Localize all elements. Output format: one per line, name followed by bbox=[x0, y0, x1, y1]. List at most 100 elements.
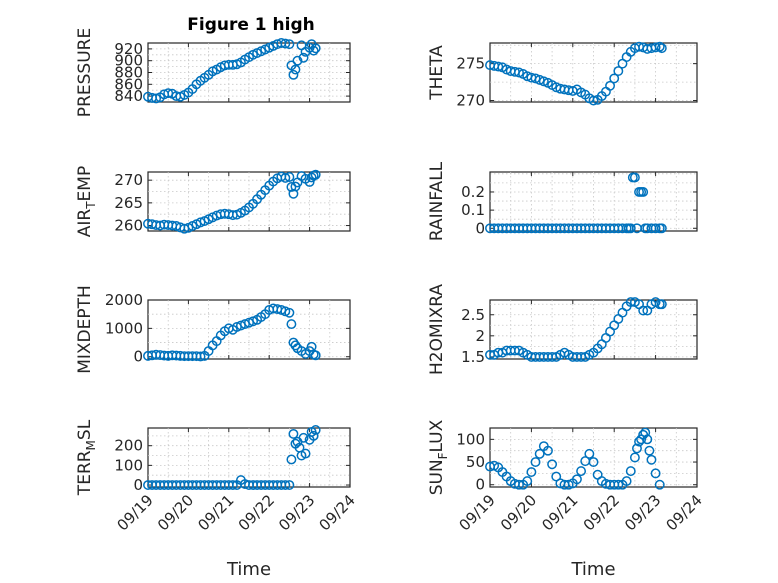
data-point bbox=[629, 452, 640, 463]
data-point bbox=[650, 468, 661, 479]
data-point bbox=[613, 479, 624, 490]
data-point bbox=[151, 93, 162, 104]
data-point bbox=[290, 64, 301, 75]
data-point bbox=[576, 466, 587, 477]
x-tick-label: 09/22 bbox=[580, 491, 623, 534]
data-point bbox=[654, 41, 665, 52]
data-point bbox=[522, 476, 533, 487]
data-point bbox=[538, 76, 549, 87]
data-point bbox=[530, 457, 541, 467]
data-point bbox=[534, 448, 545, 459]
data-point bbox=[514, 67, 524, 78]
data-point bbox=[284, 39, 295, 50]
y-tick-label: 860 bbox=[114, 75, 143, 93]
y-tick-label: 0 bbox=[475, 219, 485, 237]
y-tick-label: 0 bbox=[133, 476, 143, 494]
data-point bbox=[650, 42, 661, 53]
y-tick-label: 2000 bbox=[105, 291, 143, 309]
data-point bbox=[280, 172, 291, 183]
data-point bbox=[656, 299, 667, 310]
data-point bbox=[280, 480, 291, 490]
data-point bbox=[227, 480, 238, 490]
y-tick-label: 900 bbox=[114, 52, 143, 70]
data-point bbox=[656, 223, 667, 234]
y-tick-label: 270 bbox=[456, 92, 485, 110]
data-point bbox=[286, 454, 297, 465]
x-tick-label: 09/24 bbox=[663, 491, 706, 534]
data-point bbox=[654, 479, 665, 490]
data-point bbox=[530, 73, 541, 84]
data-point bbox=[310, 350, 321, 361]
data-point bbox=[605, 80, 616, 91]
figure-title: Figure 1 high bbox=[187, 15, 315, 35]
y-tick-label: 920 bbox=[114, 40, 143, 58]
data-point bbox=[280, 38, 291, 49]
x-tick-label: 09/22 bbox=[235, 491, 278, 534]
y-tick-label: 50 bbox=[466, 453, 485, 471]
y-tick-label: 840 bbox=[114, 87, 143, 105]
data-point bbox=[534, 74, 545, 85]
y-tick-label: 0.2 bbox=[461, 183, 485, 201]
data-point bbox=[543, 445, 553, 456]
y-tick-label: 1.5 bbox=[461, 348, 485, 366]
data-point bbox=[284, 480, 295, 490]
data-point bbox=[656, 43, 667, 54]
y-tick-label: 100 bbox=[114, 456, 143, 474]
y-axis-label: H2OMIXRA bbox=[427, 284, 447, 375]
data-point bbox=[493, 61, 504, 72]
data-point bbox=[308, 430, 319, 441]
x-tick-label: 09/19 bbox=[114, 491, 157, 534]
data-point bbox=[640, 427, 651, 438]
y-tick-label: 100 bbox=[456, 430, 485, 448]
data-point bbox=[310, 169, 321, 180]
y-axis-label: RAINFALL bbox=[427, 161, 447, 241]
data-point bbox=[588, 457, 599, 467]
subplot-rainfall: 00.10.2 RAINFALL bbox=[427, 161, 698, 241]
y-tick-label: 0.1 bbox=[461, 201, 485, 219]
data-point bbox=[284, 307, 295, 318]
x-axis-label: Time bbox=[226, 559, 271, 580]
data-point bbox=[284, 172, 295, 182]
data-point bbox=[632, 443, 642, 454]
y-axis-label: SUNFLUX bbox=[427, 419, 450, 495]
data-point bbox=[642, 434, 653, 445]
data-point bbox=[588, 95, 599, 106]
subplot-air-temp: 260 265 270 AIRTEMP bbox=[75, 166, 351, 237]
data-point bbox=[286, 319, 297, 330]
y-tick-label: 0 bbox=[133, 348, 143, 366]
data-point bbox=[563, 479, 574, 490]
x-tick-label: 09/19 bbox=[456, 491, 499, 534]
y-tick-label: 265 bbox=[114, 194, 143, 212]
data-point bbox=[300, 448, 311, 459]
data-point bbox=[310, 425, 321, 435]
data-point bbox=[298, 52, 309, 63]
data-point bbox=[650, 223, 661, 234]
y-axis-label: THETA bbox=[427, 45, 447, 101]
x-tick-label: 09/23 bbox=[621, 491, 664, 534]
data-point bbox=[288, 69, 299, 80]
data-point bbox=[625, 466, 636, 477]
subplot-sun-flux: 0 50 100 SUNFLUX 09/1909/2009/2109/2209/2309… bbox=[427, 419, 706, 580]
data-point bbox=[195, 351, 206, 362]
data-point bbox=[310, 43, 321, 54]
data-point bbox=[584, 448, 595, 459]
data-point bbox=[547, 459, 558, 470]
y-tick-label: 1000 bbox=[105, 319, 143, 337]
y-tick-label: 2.5 bbox=[461, 306, 485, 324]
data-point bbox=[646, 454, 657, 465]
y-axis-label: PRESSURE bbox=[75, 28, 95, 117]
data-point bbox=[621, 476, 632, 487]
x-tick-label: 09/21 bbox=[538, 491, 581, 534]
data-point bbox=[288, 428, 299, 439]
x-tick-label: 09/24 bbox=[316, 491, 359, 534]
x-tick-label: 09/21 bbox=[194, 491, 237, 534]
x-tick-label: 09/20 bbox=[497, 491, 540, 534]
data-point bbox=[290, 340, 301, 351]
data-point bbox=[644, 445, 655, 456]
x-tick-label: 09/20 bbox=[154, 491, 197, 534]
data-point bbox=[308, 45, 319, 56]
data-point bbox=[638, 305, 649, 316]
data-point bbox=[298, 432, 309, 443]
